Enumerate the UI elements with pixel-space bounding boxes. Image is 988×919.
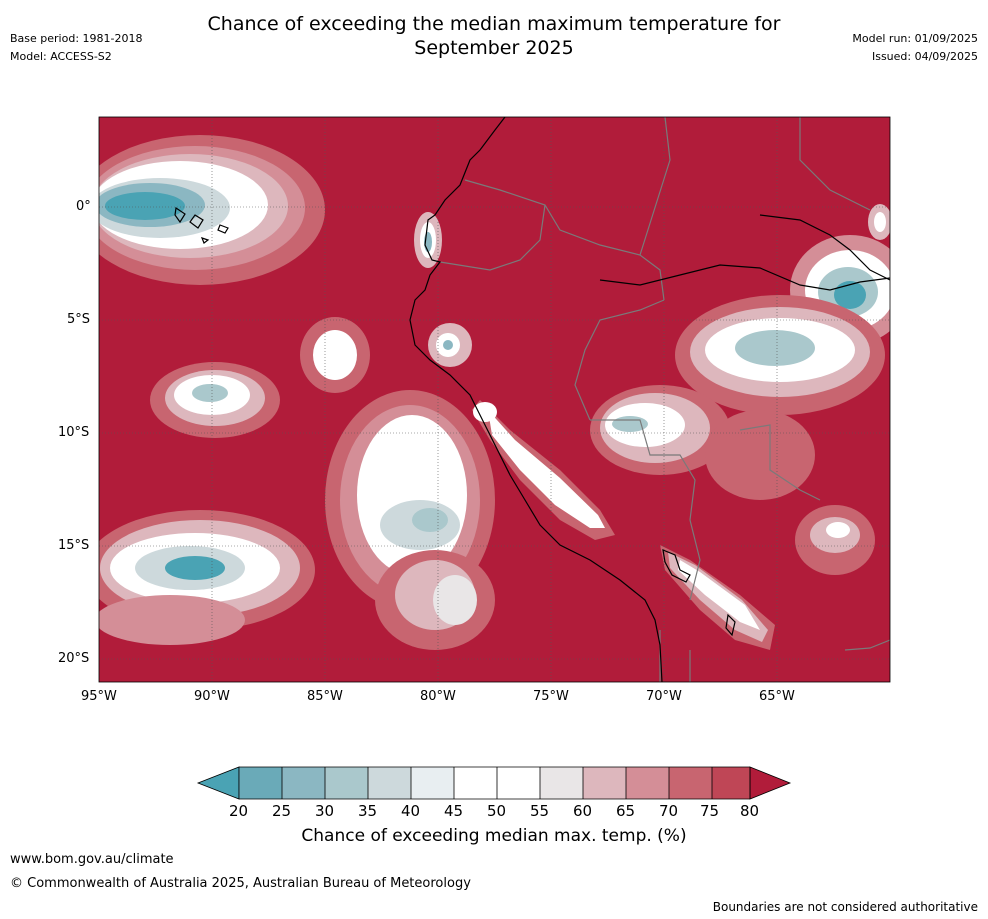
colorbar-cell-60 [583, 767, 626, 799]
anomaly-central-ocean [325, 390, 495, 650]
title-line-1: Chance of exceeding the median maximum t… [207, 13, 781, 35]
cb-tick-75: 75 [700, 802, 720, 820]
colorbar-arrow-high [749, 766, 792, 800]
lon-tick-95w: 95°W [81, 689, 117, 704]
footer-disclaimer: Boundaries are not considered authoritat… [712, 900, 978, 914]
colorbar-cell-35 [368, 767, 411, 799]
colorbar-arrow-low [196, 766, 240, 800]
cb-tick-25: 25 [272, 802, 292, 820]
colorbar-cell-65 [626, 767, 669, 799]
lat-tick-20s: 20°S [58, 651, 90, 666]
colorbar-cell-45 [454, 767, 497, 799]
base-period-text: Base period: 1981-2018 [10, 32, 143, 45]
colorbar-label: Chance of exceeding median max. temp. (%… [301, 826, 687, 846]
cb-tick-20: 20 [229, 802, 249, 820]
colorbar-dividers [238, 766, 751, 800]
colorbar-cell-30 [325, 767, 368, 799]
map-frame [98, 116, 891, 683]
cb-tick-55: 55 [530, 802, 550, 820]
cb-tick-35: 35 [358, 802, 378, 820]
lon-tick-65w: 65°W [759, 689, 795, 704]
map-title: Chance of exceeding the median maximum t… [0, 12, 988, 60]
lon-tick-90w: 90°W [194, 689, 230, 704]
colorbar-ticks: 20 25 30 35 40 45 50 55 60 65 70 75 80 [0, 802, 988, 820]
meta-left: Base period: 1981-2018 Model: ACCESS-S2 [10, 32, 142, 68]
anomaly-coastal-strip [472, 400, 775, 650]
country-borders [439, 117, 890, 682]
issued-text: Issued: 04/09/2025 [871, 50, 978, 63]
colorbar-cell-40 [411, 767, 454, 799]
lat-tick-5s: 5°S [67, 312, 91, 327]
colorbar [196, 766, 792, 800]
colorbar-cell-50 [497, 767, 540, 799]
title-line-2: September 2025 [414, 37, 574, 59]
lon-tick-70w: 70°W [646, 689, 682, 704]
cb-tick-50: 50 [487, 802, 507, 820]
map-canvas [99, 117, 890, 682]
cb-tick-80: 80 [740, 802, 760, 820]
cb-tick-30: 30 [315, 802, 335, 820]
lat-tick-0: 0° [76, 199, 91, 214]
lon-tick-75w: 75°W [533, 689, 569, 704]
lat-tick-15s: 15°S [58, 538, 90, 553]
lat-tick-10s: 10°S [58, 425, 90, 440]
cb-tick-45: 45 [444, 802, 464, 820]
cb-tick-60: 60 [573, 802, 593, 820]
cb-tick-70: 70 [659, 802, 679, 820]
lon-tick-85w: 85°W [307, 689, 343, 704]
anomaly-amazon [590, 295, 885, 575]
model-run-text: Model run: 01/09/2025 [852, 32, 978, 45]
lon-tick-80w: 80°W [420, 689, 456, 704]
anomaly-west-ocean [99, 317, 370, 645]
colorbar-cell-25 [282, 767, 325, 799]
cb-tick-40: 40 [401, 802, 421, 820]
meta-right: Model run: 01/09/2025 Issued: 04/09/2025 [852, 32, 978, 68]
colorbar-cell-75 [712, 767, 750, 799]
colorbar-cell-70 [669, 767, 712, 799]
footer-copyright: © Commonwealth of Australia 2025, Austra… [10, 876, 471, 891]
graticule [99, 117, 890, 682]
anomaly-galapagos [99, 135, 325, 285]
footer-url: www.bom.gov.au/climate [10, 852, 174, 867]
model-text: Model: ACCESS-S2 [10, 50, 112, 63]
coastlines [174, 117, 890, 682]
colorbar-cell-55 [540, 767, 583, 799]
colorbar-cell-20 [239, 767, 282, 799]
cb-tick-65: 65 [616, 802, 636, 820]
